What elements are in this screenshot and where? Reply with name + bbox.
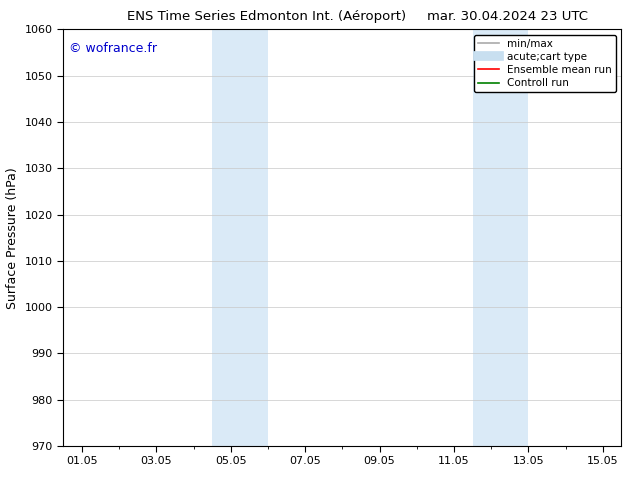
Text: © wofrance.fr: © wofrance.fr — [69, 42, 157, 55]
Text: ENS Time Series Edmonton Int. (Aéroport): ENS Time Series Edmonton Int. (Aéroport) — [127, 10, 406, 23]
Bar — [212, 29, 249, 446]
Bar — [472, 29, 491, 446]
Text: mar. 30.04.2024 23 UTC: mar. 30.04.2024 23 UTC — [427, 10, 588, 23]
Bar — [491, 29, 528, 446]
Bar — [249, 29, 268, 446]
Y-axis label: Surface Pressure (hPa): Surface Pressure (hPa) — [6, 167, 19, 309]
Legend: min/max, acute;cart type, Ensemble mean run, Controll run: min/max, acute;cart type, Ensemble mean … — [474, 35, 616, 92]
